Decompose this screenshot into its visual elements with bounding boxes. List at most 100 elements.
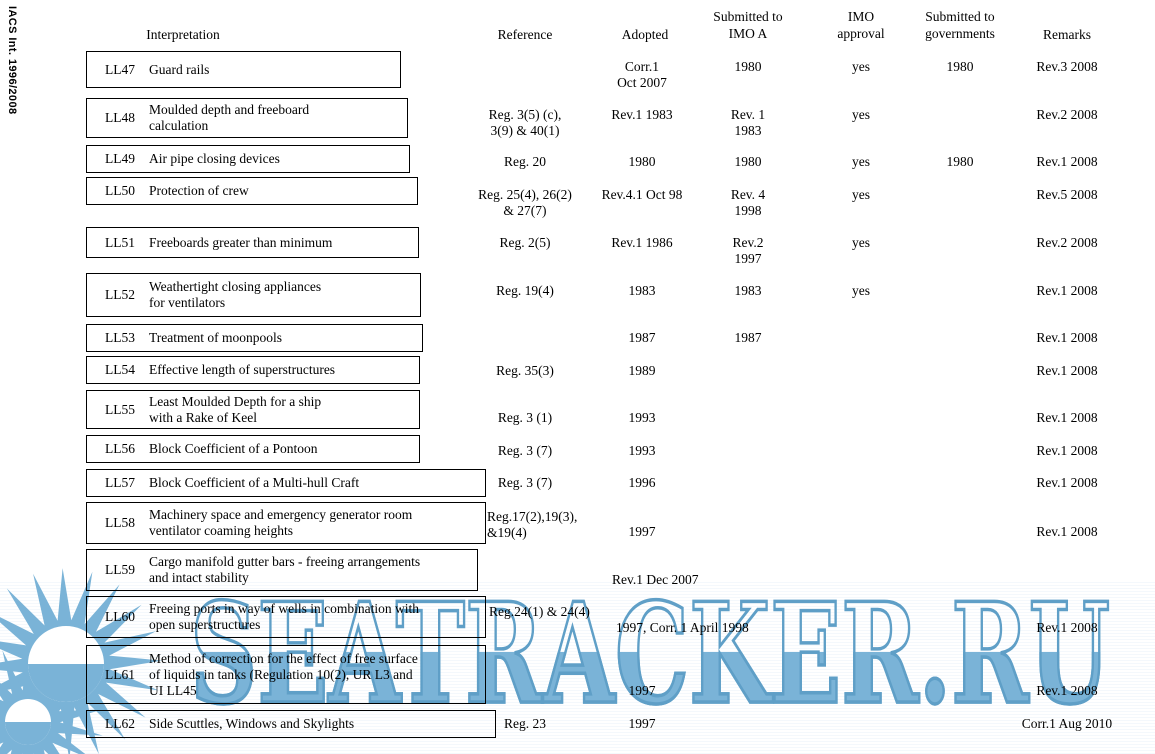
row-id: LL59: [105, 562, 135, 577]
cell-LL52-remarks: Rev.1 2008: [1036, 283, 1098, 298]
row-label: Weathertight closing appliances for vent…: [149, 279, 322, 310]
row-label: Effective length of superstructures: [149, 362, 336, 377]
column-header-adopted: Adopted: [621, 27, 669, 42]
row-id: LL55: [105, 401, 135, 417]
cell-LL52-imo_a: 1983: [734, 283, 762, 298]
cell-LL58-adopted: 1997: [628, 524, 656, 539]
cell-LL52-approval: yes: [852, 283, 870, 298]
row-id: LL57: [105, 475, 135, 490]
row-label: Least Moulded Depth for a ship with a Ra…: [149, 393, 322, 425]
row-label: Block Coefficient of a Pontoon: [149, 441, 318, 456]
row-LL56-box: LL56 Block Coefficient of a Pontoon: [86, 435, 420, 463]
column-header-imo_a: Submitted to IMO A: [713, 9, 783, 41]
row-LL50-box: LL50 Protection of crew: [86, 177, 418, 205]
column-header-remarks: Remarks: [1043, 27, 1091, 42]
cell-LL61-remarks: Rev.1 2008: [1036, 683, 1098, 698]
cell-LL54-adopted: 1989: [628, 363, 656, 378]
cell-LL48-imo_a: Rev. 1 1983: [730, 107, 766, 138]
row-LL57-box: LL57 Block Coefficient of a Multi-hull Cr…: [86, 469, 486, 497]
row-LL52-box: LL52 Weathertight closing appliances for …: [86, 273, 421, 317]
row-label: Freeboards greater than minimum: [149, 234, 333, 250]
cell-LL57-remarks: Rev.1 2008: [1036, 475, 1098, 490]
cell-LL48-approval: yes: [852, 107, 870, 122]
cell-LL58-remarks: Rev.1 2008: [1036, 524, 1098, 539]
row-LL58-box: LL58 Machinery space and emergency genera…: [86, 502, 486, 544]
cell-LL49-remarks: Rev.1 2008: [1036, 154, 1098, 169]
cell-LL50-imo_a: Rev. 4 1998: [730, 187, 766, 218]
row-label: Method of correction for the effect of f…: [149, 650, 418, 698]
row-LL55-box: LL55 Least Moulded Depth for a ship with …: [86, 390, 420, 429]
cell-LL52-adopted: 1983: [628, 283, 656, 298]
cell-LL47-remarks: Rev.3 2008: [1036, 59, 1098, 74]
row-LL53-box: LL53 Treatment of moonpools: [86, 324, 423, 352]
cell-LL57-reference: Reg. 3 (7): [497, 475, 553, 490]
row-label: Protection of crew: [149, 183, 249, 198]
row-id: LL53: [105, 330, 135, 345]
row-label: Moulded depth and freeboard calculation: [149, 102, 310, 133]
row-id: LL52: [105, 287, 135, 302]
cell-LL51-adopted: Rev.1 1986: [611, 235, 673, 250]
row-LL51-box: LL51 Freeboards greater than minimum: [86, 227, 419, 258]
row-label: Cargo manifold gutter bars - freeing arr…: [149, 554, 421, 585]
cell-LL51-approval: yes: [852, 235, 870, 250]
cell-LL51-reference: Reg. 2(5): [499, 235, 551, 250]
cell-LL60-remarks: Rev.1 2008: [1036, 620, 1098, 635]
row-label: Freeing ports in way of wells in combina…: [149, 601, 419, 632]
row-id: LL60: [105, 609, 135, 624]
cell-LL50-approval: yes: [852, 187, 870, 202]
cell-LL49-reference: Reg. 20: [504, 154, 546, 169]
cell-LL56-adopted: 1993: [628, 443, 656, 458]
cell-LL48-remarks: Rev.2 2008: [1036, 107, 1098, 122]
row-label: Guard rails: [149, 61, 210, 77]
cell-LL62-reference: Reg. 23: [504, 716, 546, 731]
row-label: Block Coefficient of a Multi-hull Craft: [149, 475, 360, 490]
row-id: LL54: [105, 362, 135, 377]
cell-LL55-reference: Reg. 3 (1): [497, 410, 553, 425]
cell-LL47-adopted: Corr.1 Oct 2007: [617, 59, 667, 90]
row-LL62-box: LL62 Side Scuttles, Windows and Skylights: [86, 710, 496, 738]
row-id: LL62: [105, 716, 135, 731]
cell-LL56-reference: Reg. 3 (7): [497, 443, 553, 458]
side-label: IACS Int. 1996/2008: [6, 6, 18, 115]
cell-LL60-adopted: 1997, Corr. 1 April 1998: [616, 620, 749, 635]
cell-LL62-adopted: 1997: [628, 716, 656, 731]
cell-LL47-governments: 1980: [946, 59, 974, 74]
row-LL48-box: LL48 Moulded depth and freeboard calculat…: [86, 98, 408, 138]
cell-LL49-governments: 1980: [946, 154, 974, 169]
row-LL54-box: LL54 Effective length of superstructures: [86, 356, 420, 384]
cell-LL53-remarks: Rev.1 2008: [1036, 330, 1098, 345]
cell-LL48-reference: Reg. 3(5) (c), 3(9) & 40(1): [488, 107, 562, 138]
column-header-approval: IMO approval: [837, 9, 885, 41]
cell-LL57-adopted: 1996: [628, 475, 656, 490]
column-header-interpretation: Interpretation: [146, 27, 220, 42]
cell-LL49-approval: yes: [852, 154, 870, 169]
row-LL47-box: LL47 Guard rails: [86, 51, 401, 88]
cell-LL54-reference: Reg. 35(3): [496, 363, 554, 378]
cell-LL50-adopted: Rev.4.1 Oct 98: [601, 187, 683, 202]
cell-LL60-reference: Reg.24(1) & 24(4): [489, 604, 590, 619]
cell-LL61-adopted: 1997: [628, 683, 656, 698]
row-id: LL56: [105, 441, 135, 456]
row-id: LL48: [105, 110, 135, 125]
cell-LL49-adopted: 1980: [628, 154, 656, 169]
cell-LL54-remarks: Rev.1 2008: [1036, 363, 1098, 378]
row-id: LL51: [105, 234, 135, 250]
row-LL60-box: LL60 Freeing ports in way of wells in com…: [86, 596, 486, 638]
row-id: LL58: [105, 515, 135, 530]
cell-LL50-reference: Reg. 25(4), 26(2) & 27(7): [478, 187, 572, 218]
row-label: Machinery space and emergency generator …: [149, 507, 413, 538]
cell-LL49-imo_a: 1980: [734, 154, 762, 169]
row-id: LL47: [105, 61, 135, 77]
cell-LL56-remarks: Rev.1 2008: [1036, 443, 1098, 458]
column-header-governments: Submitted to governments: [925, 9, 995, 41]
row-label: Treatment of moonpools: [149, 330, 282, 345]
cell-LL51-imo_a: Rev.2 1997: [732, 235, 764, 266]
row-LL49-box: LL49 Air pipe closing devices: [86, 145, 410, 173]
cell-LL55-adopted: 1993: [628, 410, 656, 425]
row-label: Air pipe closing devices: [149, 151, 280, 166]
row-id: LL50: [105, 183, 135, 198]
cell-LL53-imo_a: 1987: [734, 330, 762, 345]
row-LL59-box: LL59 Cargo manifold gutter bars - freeing…: [86, 549, 478, 591]
